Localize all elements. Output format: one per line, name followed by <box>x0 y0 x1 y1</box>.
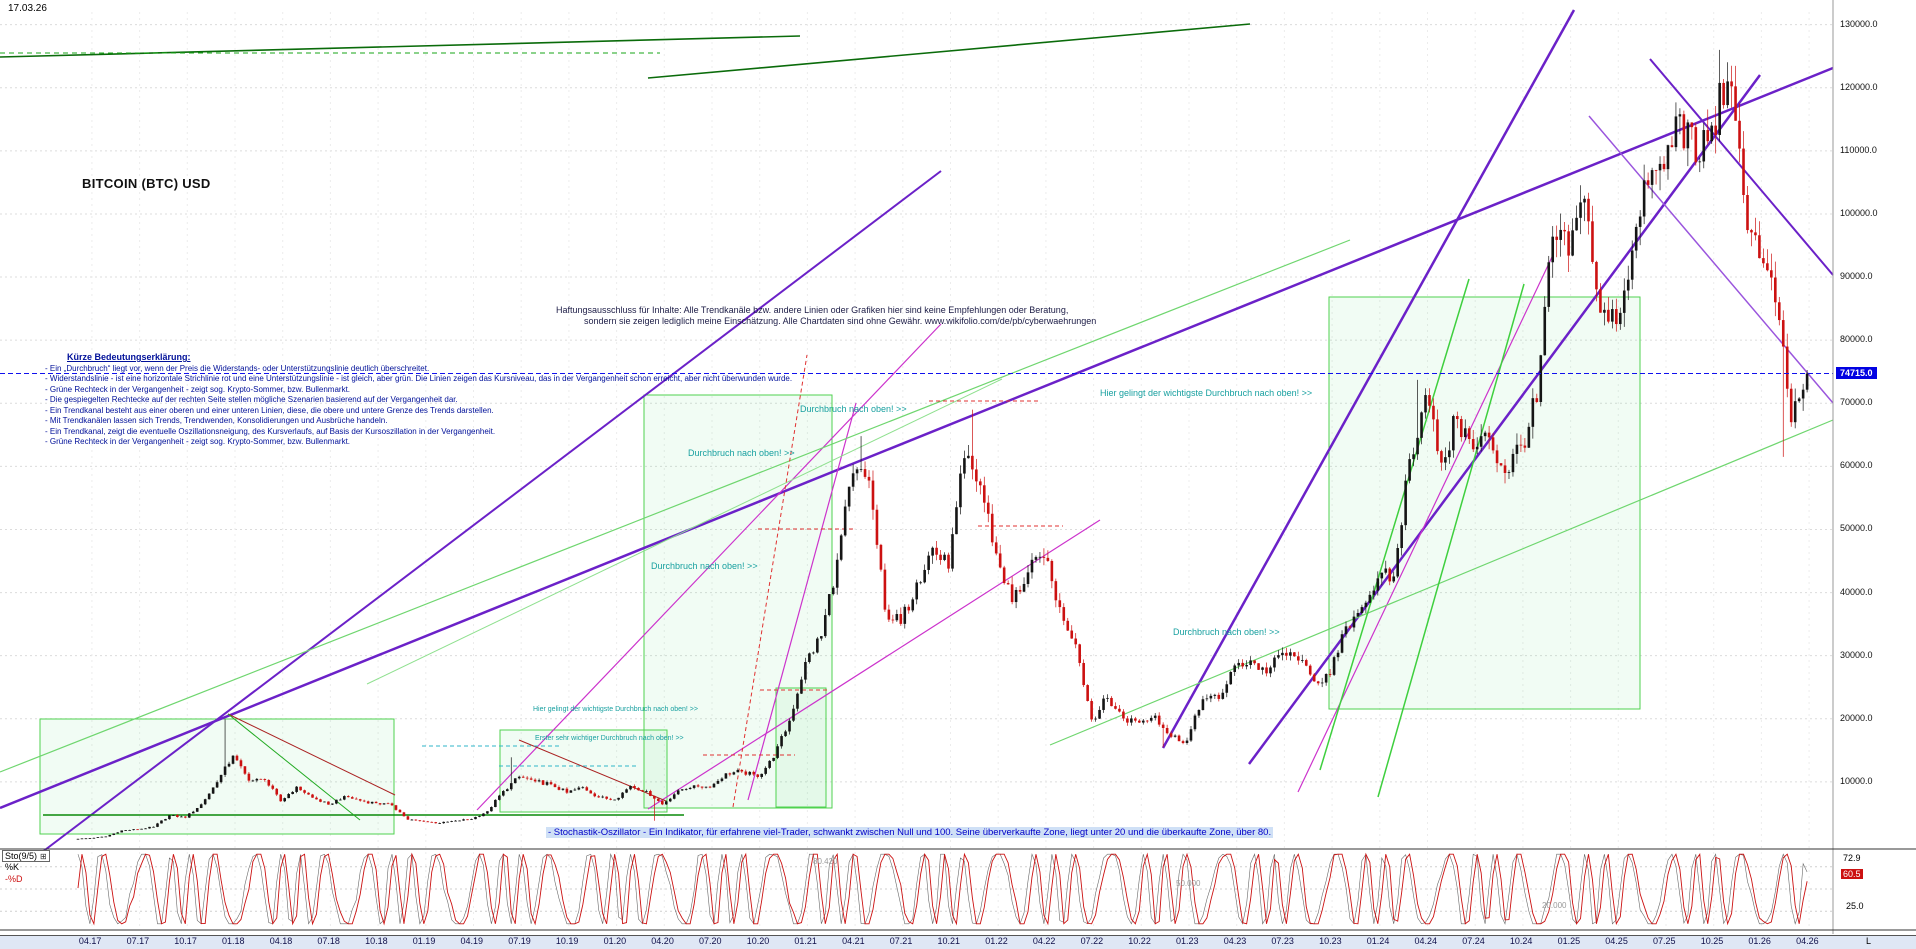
price-chart-canvas[interactable] <box>0 0 1916 948</box>
chart-window: 17.03.26 BITCOIN (BTC) USD Kürze Bedeutu… <box>0 0 1916 949</box>
